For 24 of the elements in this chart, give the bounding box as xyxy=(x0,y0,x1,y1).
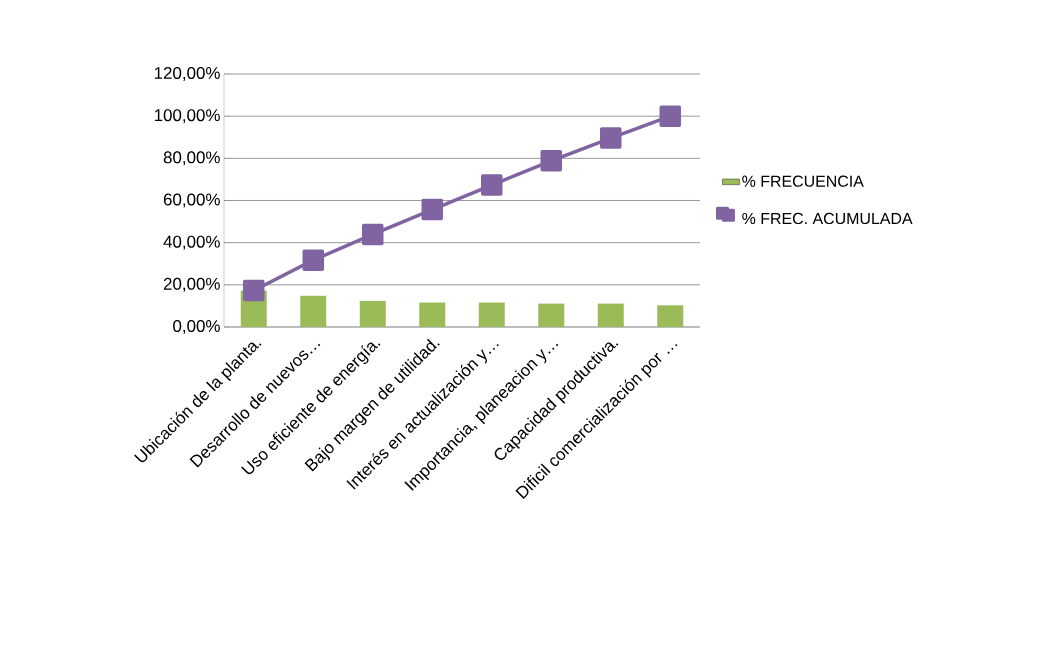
bar xyxy=(657,305,684,327)
point xyxy=(481,174,503,196)
y-tick-label: 120,00% xyxy=(154,67,220,81)
bar xyxy=(478,302,505,327)
legend-label: % FRECUENCIA xyxy=(742,175,864,187)
y-tick-label: 20,00% xyxy=(163,277,220,292)
point xyxy=(659,105,682,127)
point xyxy=(540,150,562,172)
bar xyxy=(359,300,386,327)
legend-label: % FREC. ACUMULADA xyxy=(742,212,913,225)
point xyxy=(362,223,384,246)
bar xyxy=(538,303,565,327)
point xyxy=(302,249,324,271)
bar xyxy=(419,302,446,327)
y-tick-label: 100,00% xyxy=(154,109,220,124)
point xyxy=(243,279,265,302)
y-tick-label: 0,00% xyxy=(173,320,220,334)
y-tick-label: 80,00% xyxy=(163,151,220,166)
y-tick-label: 60,00% xyxy=(163,193,220,208)
y-tick-label: 40,00% xyxy=(163,235,220,250)
bar xyxy=(300,295,327,327)
point xyxy=(600,127,622,149)
point xyxy=(421,198,443,221)
bar xyxy=(597,303,624,327)
